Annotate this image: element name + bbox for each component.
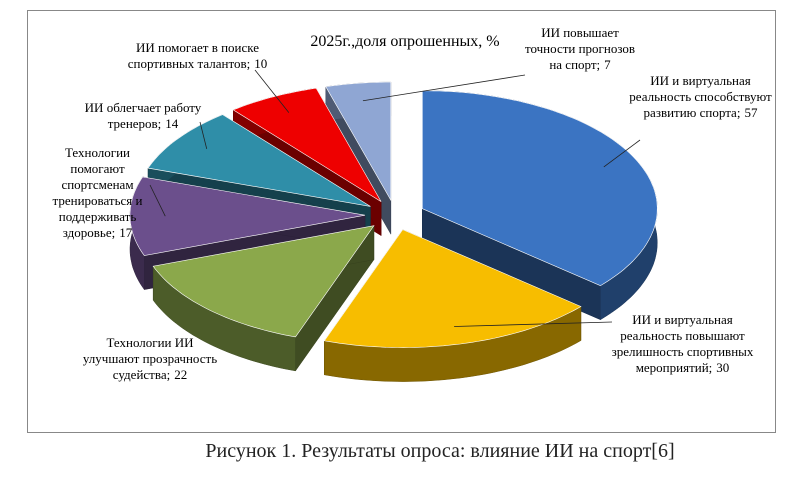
data-label: Технологии ИИ улучшают прозрачность суде… [80, 335, 220, 383]
category-label: ИИ помогает в поиске спортивных талантов… [127, 40, 260, 71]
value-label: 22 [174, 367, 188, 382]
value-label: 17 [119, 225, 133, 240]
category-label: ИИ и виртуальная реальность способствуют… [629, 73, 772, 120]
category-label: Технологии ИИ улучшают прозрачность суде… [82, 335, 218, 382]
data-label: ИИ облегчает работу тренеров; 14 [78, 100, 208, 132]
category-label: ИИ облегчает работу тренеров; [84, 100, 202, 131]
slice [129, 176, 366, 256]
data-label: ИИ помогает в поиске спортивных талантов… [125, 40, 270, 72]
leader-line [603, 139, 641, 168]
value-label: 57 [744, 105, 758, 120]
chart-title: 2025г.,доля опрошенных, % [310, 33, 500, 50]
value-label: 30 [716, 360, 730, 375]
data-label: Технологии помогают спортсменам трениров… [40, 145, 155, 241]
value-label: 7 [604, 57, 611, 72]
category-label: ИИ повышает точности прогнозов на спорт; [524, 25, 636, 72]
leader-line [149, 184, 166, 217]
category-label: ИИ и виртуальная реальность повышают зре… [611, 312, 754, 375]
leader-line [199, 121, 208, 149]
slice [422, 90, 658, 287]
data-label: ИИ и виртуальная реальность способствуют… [628, 73, 773, 121]
slice [325, 81, 392, 202]
data-label: ИИ повышает точности прогнозов на спорт;… [520, 25, 640, 73]
value-label: 10 [254, 56, 268, 71]
value-label: 14 [165, 116, 179, 131]
leader-line [454, 321, 613, 327]
leader-line [254, 69, 290, 113]
slice [152, 225, 375, 338]
slice [323, 229, 582, 348]
data-label: ИИ и виртуальная реальность повышают зре… [600, 312, 765, 376]
caption: Рисунок 1. Результаты опроса: влияние ИИ… [205, 440, 675, 462]
slice [232, 87, 382, 202]
category-label: Технологии помогают спортсменам трениров… [52, 145, 143, 240]
leader-line [362, 74, 526, 102]
